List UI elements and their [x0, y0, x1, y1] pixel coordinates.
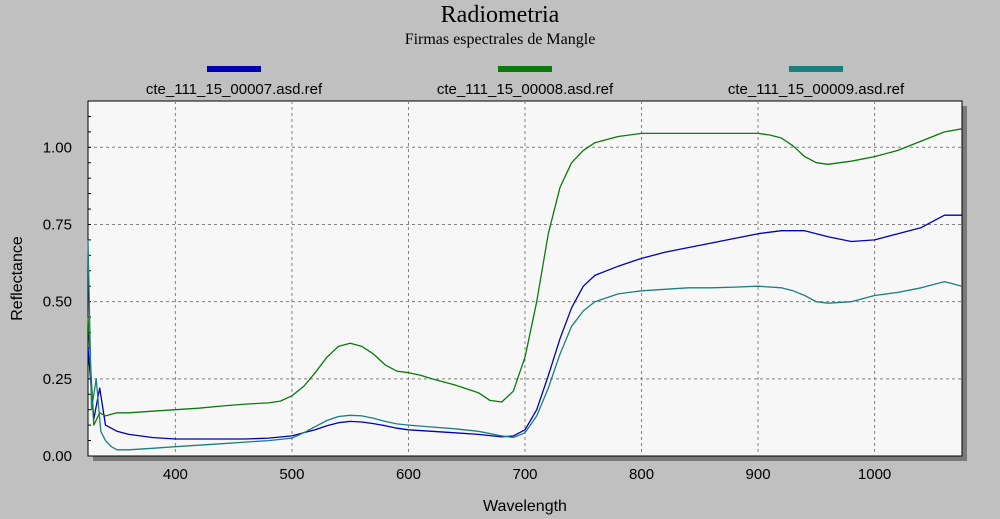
x-tick-label: 700 — [512, 466, 537, 483]
x-tick-label: 500 — [279, 466, 304, 483]
legend-swatch — [789, 66, 843, 72]
legend-swatch — [498, 66, 552, 72]
y-tick-label: 0.50 — [43, 294, 72, 311]
chart-title: Radiometria — [440, 2, 560, 28]
chart-subtitle: Firmas espectrales de Mangle — [404, 31, 596, 48]
legend-label: cte_111_15_00009.asd.ref — [728, 81, 905, 98]
legend-label: cte_111_15_00008.asd.ref — [437, 81, 614, 98]
x-tick-label: 600 — [396, 466, 421, 483]
y-tick-label: 0.75 — [43, 216, 72, 233]
x-tick-label: 1000 — [858, 466, 891, 483]
x-tick-label: 900 — [746, 466, 771, 483]
series-line — [87, 128, 963, 426]
series-line — [87, 214, 962, 440]
legend-swatch — [207, 66, 261, 72]
x-axis-title: Wavelength — [483, 498, 567, 515]
series-line — [87, 239, 963, 451]
y-axis-title: Reflectance — [9, 236, 26, 321]
y-tick-label: 0.00 — [43, 448, 72, 465]
x-tick-label: 400 — [163, 466, 188, 483]
x-tick-label: 800 — [629, 466, 654, 483]
legend-label: cte_111_15_00007.asd.ref — [146, 81, 323, 98]
y-tick-label: 0.25 — [43, 371, 72, 388]
y-tick-label: 1.00 — [43, 139, 72, 156]
